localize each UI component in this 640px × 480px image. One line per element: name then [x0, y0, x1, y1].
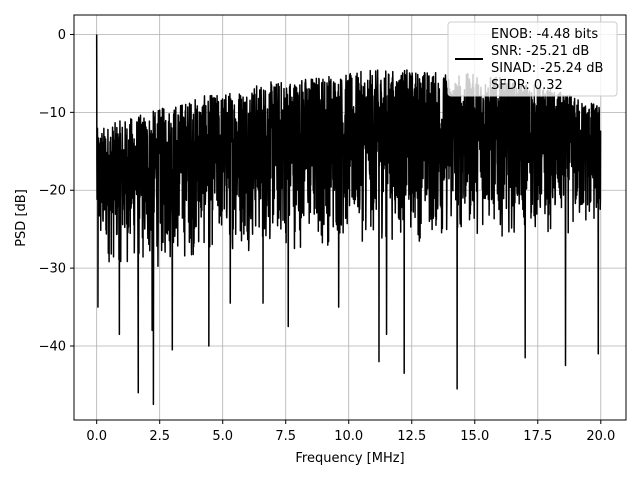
x-axis-ticks: 0.0 2.5 5.0 7.5 10.0 12.5 15.0 17.5 20.0: [86, 420, 615, 444]
x-tick-label: 17.5: [523, 429, 552, 444]
x-tick-label: 0.0: [86, 429, 107, 444]
series-layer: [95, 34, 602, 406]
legend-snr: SNR: -25.21 dB: [491, 44, 589, 59]
y-tick-label: 0: [58, 28, 66, 43]
plot-frame: [73, 14, 627, 421]
legend: ENOB: -4.48 bits SNR: -25.21 dB SINAD: -…: [447, 21, 618, 97]
y-tick-label: −40: [39, 340, 66, 355]
x-tick-label: 2.5: [149, 429, 170, 444]
y-tick-label: −10: [39, 106, 66, 121]
psd-series-line: [95, 34, 602, 406]
legend-box: [447, 21, 618, 97]
x-tick-label: 10.0: [334, 429, 363, 444]
legend-enob: ENOB: -4.48 bits: [491, 27, 598, 42]
x-tick-label: 12.5: [397, 429, 426, 444]
x-tick-label: 20.0: [586, 429, 615, 444]
x-axis-label: Frequency [MHz]: [295, 451, 404, 466]
x-tick-label: 5.0: [212, 429, 233, 444]
y-tick-label: −30: [39, 262, 66, 277]
y-axis-label: PSD [dB]: [14, 189, 29, 247]
legend-sfdr: SFDR: 0.32: [491, 78, 563, 93]
plot-area: [95, 34, 602, 406]
legend-sinad: SINAD: -25.24 dB: [491, 61, 603, 76]
x-tick-label: 7.5: [275, 429, 296, 444]
y-axis-ticks: 0 −10 −20 −30 −40: [39, 28, 74, 355]
y-tick-label: −20: [39, 184, 66, 199]
x-tick-label: 15.0: [460, 429, 489, 444]
